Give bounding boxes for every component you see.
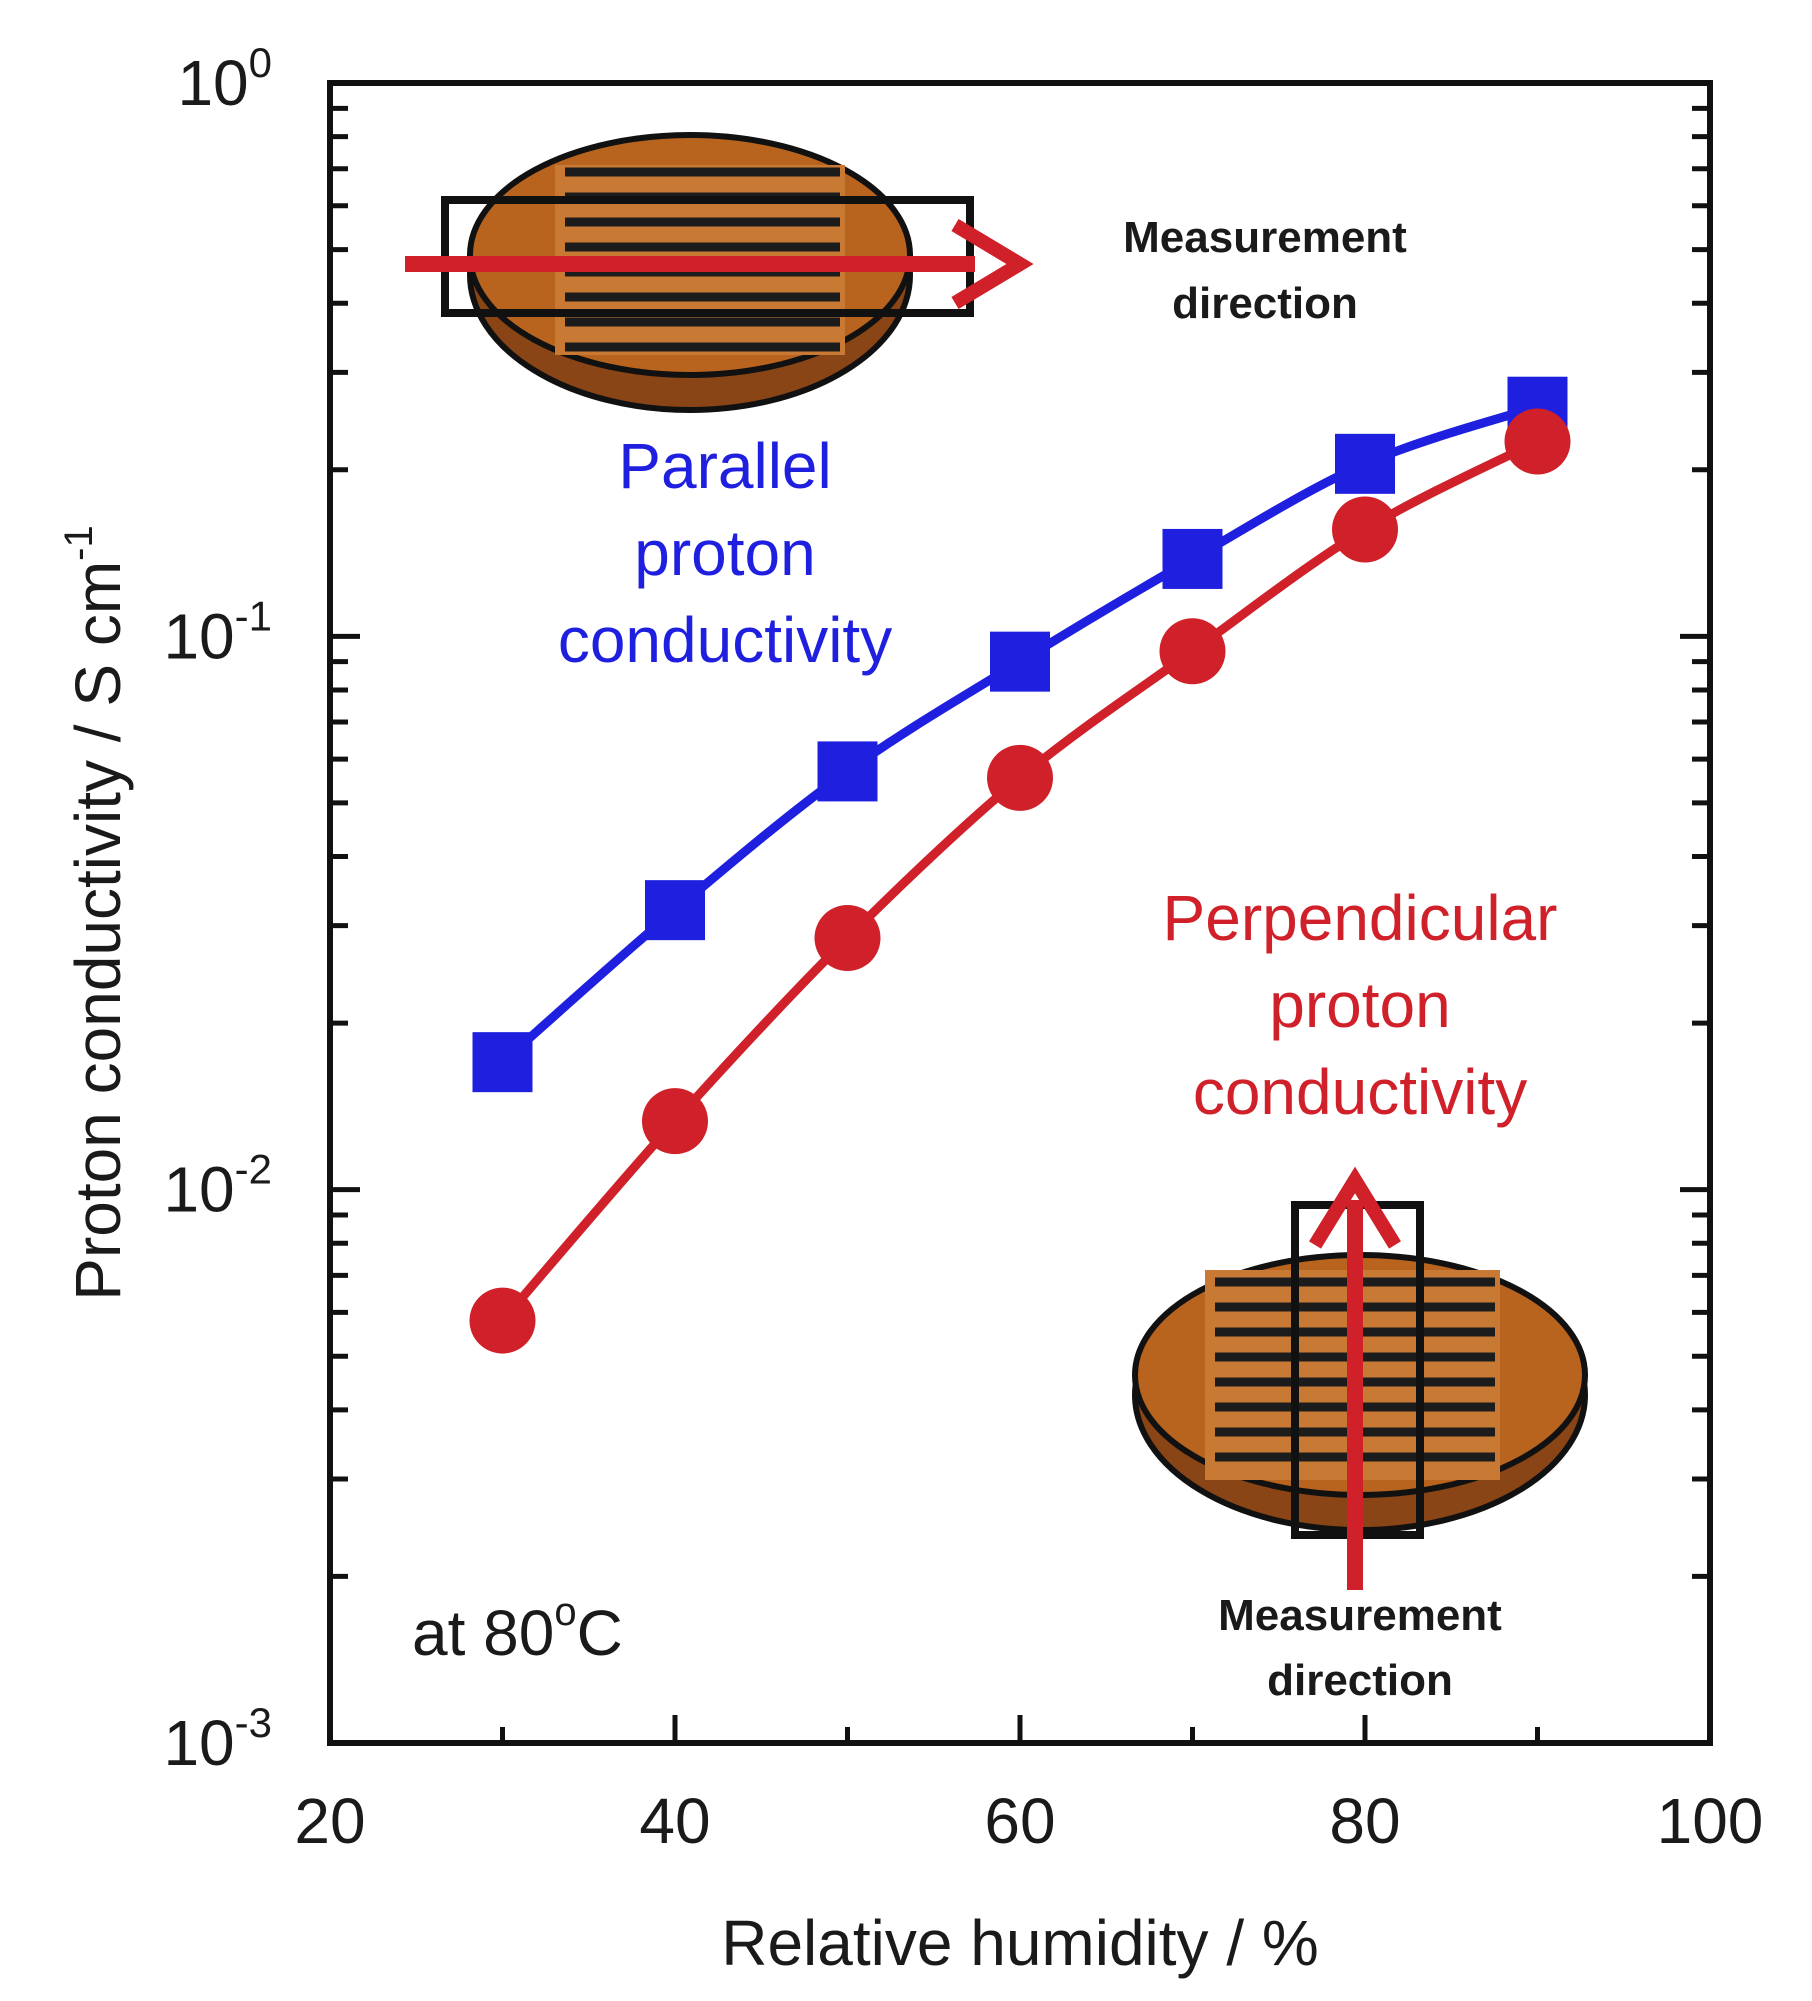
parallel-measurement-illustration: Measurement direction [405, 132, 1407, 413]
perpendicular-data-point [1504, 408, 1571, 475]
perpendicular-data-point [1159, 618, 1226, 685]
parallel-data-point [990, 631, 1050, 692]
parallel-measurement-label-line-1: Measurement [1123, 213, 1407, 262]
perpendicular-measurement-illustration: Measurement direction [1132, 1166, 1588, 1705]
y-tick-label-base: 10 [163, 1707, 234, 1779]
parallel-series-label: Parallel proton conductivity [558, 430, 892, 676]
x-tick-label: 40 [639, 1785, 710, 1857]
perpendicular-data-point [642, 1088, 708, 1155]
perpendicular-arrow-head [1309, 1166, 1401, 1249]
temperature-annotation-degree: o [554, 1590, 576, 1634]
y-tick-label: 100 [177, 39, 272, 119]
parallel-data-point [1162, 528, 1223, 589]
y-tick-label-exponent: 0 [249, 39, 272, 86]
y-tick-label-exponent: -3 [235, 1699, 272, 1746]
y-tick-label: 10-1 [163, 592, 272, 672]
parallel-label-line-1: Parallel [618, 430, 831, 502]
y-tick-label-base: 10 [163, 1154, 234, 1226]
perpendicular-data-point [469, 1287, 536, 1354]
parallel-data-point [817, 741, 878, 802]
x-tick-label: 60 [984, 1785, 1055, 1857]
svg-text:Proton conductivity / S cm-1: Proton conductivity / S cm-1 [57, 525, 134, 1300]
y-tick-label-base: 10 [163, 600, 234, 672]
y-axis-title: Proton conductivity / S cm-1 [57, 525, 134, 1300]
perpendicular-data-point [987, 744, 1053, 811]
parallel-data-point [1335, 433, 1395, 494]
perpendicular-data-point [1332, 496, 1398, 563]
x-axis-tick-labels: 20 40 60 80 100 [294, 1785, 1763, 1857]
x-axis-title: Relative humidity / % [721, 1907, 1319, 1979]
parallel-measurement-label-line-2: direction [1172, 279, 1358, 328]
y-axis-title-superscript: -1 [57, 525, 101, 561]
parallel-arrow-head [951, 218, 1034, 310]
x-tick-label: 80 [1329, 1785, 1400, 1857]
temperature-annotation-suffix: C [577, 1597, 623, 1669]
y-axis-ticks [330, 105, 1710, 1746]
x-axis-ticks [327, 1715, 1713, 1743]
parallel-data-point [645, 880, 705, 941]
y-tick-label: 10-3 [163, 1699, 272, 1779]
parallel-label-line-2: proton [634, 517, 815, 589]
perpendicular-label-line-2: proton [1269, 969, 1450, 1041]
y-tick-label-exponent: -1 [235, 592, 272, 639]
temperature-annotation-prefix: at 80 [412, 1597, 554, 1669]
y-axis-title-text: Proton conductivity / S cm [62, 561, 134, 1301]
perpendicular-measurement-label-line-2: direction [1267, 1656, 1453, 1705]
perpendicular-label-line-3: conductivity [1193, 1056, 1527, 1128]
perpendicular-label-line-1: Perpendicular [1163, 882, 1558, 954]
x-tick-label: 100 [1657, 1785, 1764, 1857]
y-tick-label: 10-2 [163, 1146, 272, 1226]
parallel-data-point [472, 1032, 533, 1093]
y-tick-label-base: 10 [177, 47, 248, 119]
series-layer [469, 376, 1571, 1354]
y-tick-label-exponent: -2 [235, 1146, 272, 1193]
parallel-label-line-3: conductivity [558, 604, 892, 676]
perpendicular-measurement-label-line-1: Measurement [1218, 1591, 1502, 1640]
perpendicular-data-point [814, 904, 881, 971]
temperature-annotation: at 80oC [412, 1590, 623, 1669]
x-tick-label: 20 [294, 1785, 365, 1857]
perpendicular-series-label: Perpendicular proton conductivity [1163, 882, 1558, 1128]
